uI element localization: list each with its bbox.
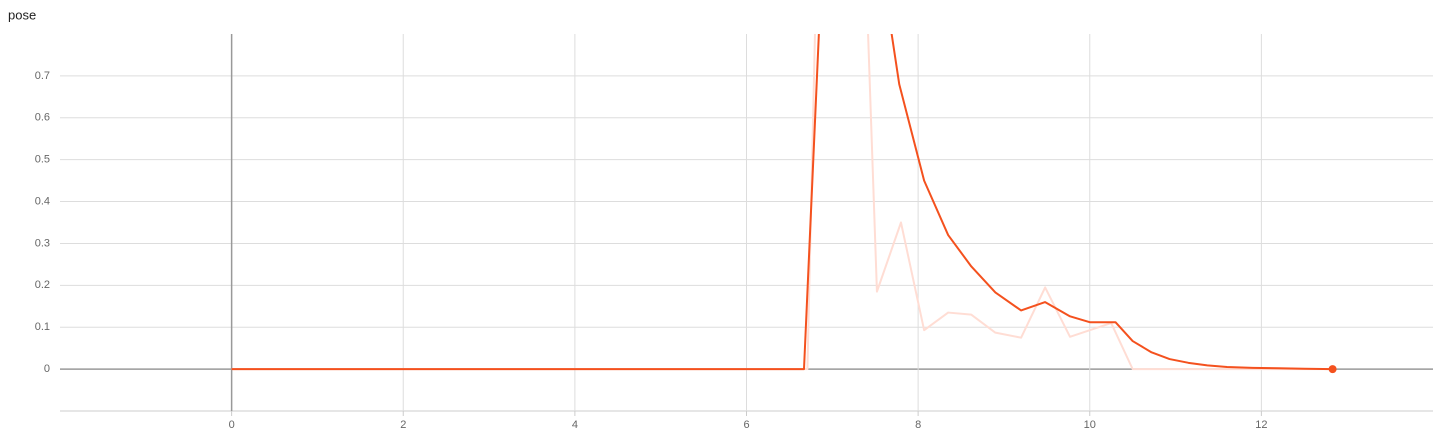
x-tick-label: 2 bbox=[400, 419, 406, 431]
x-tick-label: 10 bbox=[1084, 419, 1096, 431]
x-tick-label: 0 bbox=[229, 419, 235, 431]
x-tick-label: 4 bbox=[572, 419, 578, 431]
end-point bbox=[1328, 365, 1337, 374]
x-tick-label: 8 bbox=[915, 419, 921, 431]
y-tick-label: 0.6 bbox=[35, 112, 50, 124]
series-line bbox=[231, 34, 1333, 371]
y-tick-label: 0 bbox=[44, 363, 50, 375]
x-tick-label: 6 bbox=[743, 419, 749, 431]
y-tick-label: 0.5 bbox=[35, 154, 50, 166]
y-tick-label: 0.3 bbox=[35, 237, 50, 249]
x-tick-label: 12 bbox=[1255, 419, 1267, 431]
y-tick-label: 0.2 bbox=[35, 279, 50, 291]
chart-title: pose bbox=[8, 7, 36, 22]
y-tick-label: 0.1 bbox=[35, 321, 50, 333]
plot-area bbox=[231, 34, 1337, 374]
series-line bbox=[231, 34, 1333, 371]
y-tick-label: 0.4 bbox=[35, 195, 50, 207]
y-tick-label: 0.7 bbox=[35, 70, 50, 82]
